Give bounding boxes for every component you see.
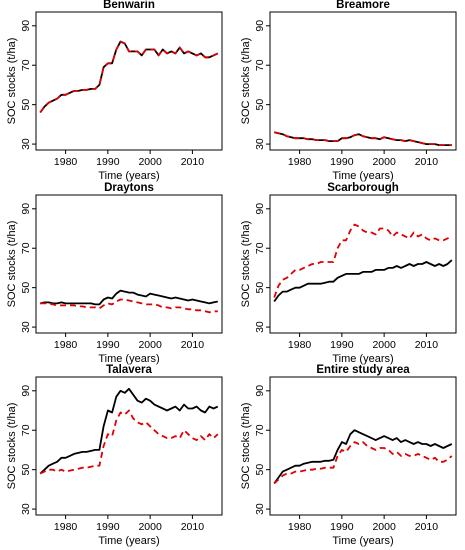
panel-title: Draytons <box>104 182 154 194</box>
plot-frame <box>35 376 223 516</box>
y-tick-label: 90 <box>20 20 32 32</box>
y-tick-label: 50 <box>20 99 32 111</box>
x-tick-label: 1980 <box>288 339 312 351</box>
x-tick-label: 2010 <box>181 156 205 168</box>
y-tick-label: 90 <box>254 385 266 397</box>
series-line-dashed <box>39 409 219 475</box>
series-line-dashed <box>273 223 453 298</box>
y-tick-label: 30 <box>20 503 32 515</box>
x-axis-label: Time (years) <box>332 170 393 182</box>
y-tick-label: 30 <box>20 321 32 333</box>
series-line-dashed <box>273 441 453 485</box>
y-axis-label: SOC stocks (t/ha) <box>6 403 18 490</box>
x-tick-label: 1990 <box>330 339 354 351</box>
y-tick-label: 30 <box>254 138 266 150</box>
y-tick-label: 70 <box>254 424 266 436</box>
chart-panel: Entire study area 1980 1990 2000 2010 30 50 70 9… <box>240 364 457 547</box>
y-tick-label: 90 <box>254 203 266 215</box>
panel-title: Talavera <box>106 364 152 376</box>
y-tick-label: 90 <box>254 20 266 32</box>
x-tick-label: 1990 <box>96 339 120 351</box>
series-line-solid <box>39 387 219 475</box>
y-tick-label: 50 <box>254 464 266 476</box>
y-tick-label: 70 <box>20 59 32 71</box>
y-tick-label: 90 <box>20 385 32 397</box>
x-tick-label: 2010 <box>181 339 205 351</box>
chart-panel: Benwarin 1980 1990 2000 2010 30 50 70 90 Time (ye… <box>6 0 223 182</box>
chart-panel: Breamore 1980 1990 2000 2010 30 50 70 90 Time (ye… <box>240 0 457 182</box>
series-line-solid <box>273 429 453 485</box>
y-tick-label: 30 <box>254 503 266 515</box>
series-line-dashed <box>274 131 452 147</box>
x-tick-label: 1980 <box>54 339 78 351</box>
y-tick-label: 70 <box>254 242 266 254</box>
x-tick-label: 2000 <box>138 339 162 351</box>
x-axis-label: Time (years) <box>98 170 159 182</box>
y-tick-label: 50 <box>20 282 32 294</box>
plot-frame <box>269 11 457 151</box>
x-tick-label: 1990 <box>330 521 354 533</box>
chart-panel: Scarborough 1980 1990 2000 2010 30 50 70 90 Time … <box>240 182 457 365</box>
x-tick-label: 1980 <box>288 521 312 533</box>
x-tick-label: 1990 <box>96 156 120 168</box>
y-tick-label: 70 <box>20 242 32 254</box>
series-line-solid <box>39 289 218 306</box>
y-axis-label: SOC stocks (t/ha) <box>240 403 252 490</box>
y-axis-label: SOC stocks (t/ha) <box>240 38 252 125</box>
plot-frame <box>269 194 457 334</box>
series-line-dashed <box>39 40 219 114</box>
panel-title: Breamore <box>336 0 390 11</box>
y-tick-label: 70 <box>254 59 266 71</box>
x-tick-label: 2010 <box>415 156 439 168</box>
x-tick-label: 2000 <box>372 339 396 351</box>
y-tick-label: 70 <box>20 424 32 436</box>
chart-panel: Talavera 1980 1990 2000 2010 30 50 70 90 Time (ye… <box>6 364 223 547</box>
y-tick-label: 50 <box>20 464 32 476</box>
x-axis-label: Time (years) <box>98 353 159 365</box>
x-tick-label: 2000 <box>138 156 162 168</box>
x-axis-label: Time (years) <box>332 535 393 547</box>
series-line-dashed <box>40 298 218 314</box>
y-axis-label: SOC stocks (t/ha) <box>6 221 18 308</box>
y-axis-label: SOC stocks (t/ha) <box>240 221 252 308</box>
x-tick-label: 1990 <box>96 521 120 533</box>
x-tick-label: 2000 <box>372 156 396 168</box>
x-axis-label: Time (years) <box>98 535 159 547</box>
x-axis-label: Time (years) <box>332 353 393 365</box>
chart-panel: Draytons 1980 1990 2000 2010 30 50 70 90 Time (ye… <box>6 182 223 365</box>
plot-frame <box>35 194 223 334</box>
panel-title: Scarborough <box>327 182 399 194</box>
y-tick-label: 50 <box>254 99 266 111</box>
panel-title: Entire study area <box>316 364 410 376</box>
x-tick-label: 2010 <box>181 521 205 533</box>
y-tick-label: 30 <box>20 138 32 150</box>
x-tick-label: 1980 <box>288 156 312 168</box>
y-axis-label: SOC stocks (t/ha) <box>6 38 18 125</box>
x-tick-label: 1980 <box>54 521 78 533</box>
y-tick-label: 50 <box>254 282 266 294</box>
x-tick-label: 2010 <box>415 521 439 533</box>
plot-frame <box>269 376 457 516</box>
x-tick-label: 2000 <box>372 521 396 533</box>
y-tick-label: 90 <box>20 203 32 215</box>
x-tick-label: 2000 <box>138 521 162 533</box>
x-tick-label: 1990 <box>330 156 354 168</box>
series-line-solid <box>273 259 453 303</box>
x-tick-label: 1980 <box>54 156 78 168</box>
x-tick-label: 2010 <box>415 339 439 351</box>
panel-title: Benwarin <box>103 0 155 11</box>
y-tick-label: 30 <box>254 321 266 333</box>
plot-frame <box>35 11 223 151</box>
